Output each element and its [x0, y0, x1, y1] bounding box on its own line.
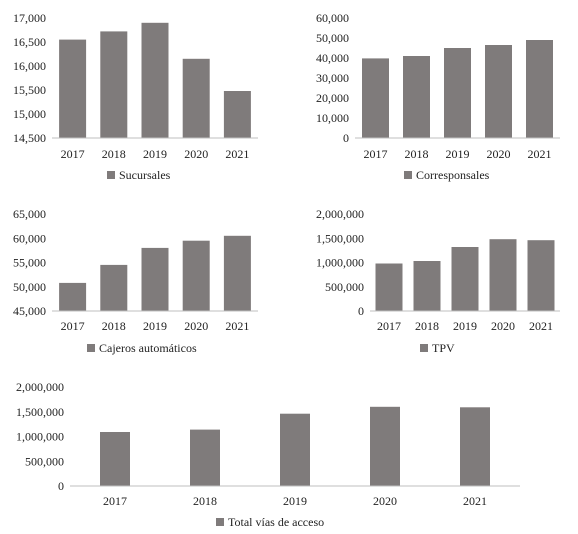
y-tick-label: 0: [343, 131, 349, 145]
bar: [141, 22, 169, 138]
y-tick-label: 1,500,000: [16, 405, 64, 419]
y-tick-label: 500,000: [25, 454, 64, 468]
legend-label: Corresponsales: [416, 168, 490, 182]
bar: [100, 31, 128, 138]
x-tick-label: 2021: [225, 147, 249, 161]
legend-label: TPV: [432, 341, 455, 355]
x-tick-label: 2021: [225, 319, 249, 333]
y-tick-label: 1,000,000: [316, 256, 364, 270]
y-tick-label: 1,500,000: [316, 231, 364, 245]
bar: [100, 432, 130, 486]
x-tick-label: 2019: [143, 147, 167, 161]
y-tick-label: 16,000: [13, 59, 46, 73]
y-tick-label: 0: [358, 304, 364, 318]
bar: [527, 240, 555, 311]
bar: [362, 58, 389, 138]
x-tick-label: 2017: [61, 147, 85, 161]
x-tick-label: 2017: [103, 494, 127, 508]
y-tick-label: 16,500: [13, 35, 46, 49]
legend-swatch: [87, 344, 95, 352]
bar: [100, 264, 128, 311]
chart-2: 0 10,000 20,000 30,000 40,000 50,000 60,000 201…: [316, 11, 560, 182]
x-tick-label: 2017: [364, 147, 388, 161]
legend-swatch: [216, 518, 224, 526]
y-tick-label: 50,000: [316, 31, 349, 45]
bar: [190, 429, 220, 486]
y-tick-label: 30,000: [316, 71, 349, 85]
y-tick-label: 40,000: [316, 51, 349, 65]
chart-1: 14,500 15,000 15,500 16,000 16,500 17,000 2017…: [13, 11, 258, 182]
y-tick-label: 60,000: [13, 231, 46, 245]
bar: [370, 406, 400, 486]
bar: [526, 40, 553, 138]
bar: [182, 240, 210, 311]
bar: [375, 263, 403, 311]
x-tick-label: 2017: [61, 319, 85, 333]
legend-swatch: [404, 171, 412, 179]
bar: [59, 282, 87, 311]
y-tick-label: 15,000: [13, 107, 46, 121]
legend: Cajeros automáticos: [87, 341, 197, 355]
bar: [223, 91, 251, 138]
y-tick-label: 2,000,000: [16, 380, 64, 394]
x-tick-label: 2021: [528, 147, 552, 161]
bar: [403, 56, 430, 138]
bar: [59, 39, 87, 138]
bar: [223, 235, 251, 311]
y-tick-label: 1,000,000: [16, 430, 64, 444]
chart-3: 45,000 50,000 55,000 60,000 65,000 2017 2018 20…: [13, 207, 258, 355]
chart-4: 0 500,000 1,000,000 1,500,000 2,000,000 2017 2…: [316, 207, 560, 355]
y-tick-label: 50,000: [13, 280, 46, 294]
x-tick-label: 2021: [463, 494, 487, 508]
y-tick-label: 45,000: [13, 304, 46, 318]
bar: [413, 261, 441, 311]
y-tick-label: 20,000: [316, 91, 349, 105]
legend: TPV: [420, 341, 455, 355]
x-tick-label: 2020: [184, 319, 208, 333]
x-tick-label: 2019: [143, 319, 167, 333]
legend-label: Total vías de acceso: [228, 515, 324, 529]
y-tick-label: 10,000: [316, 111, 349, 125]
y-tick-label: 500,000: [325, 280, 364, 294]
x-tick-label: 2017: [377, 319, 401, 333]
y-tick-label: 0: [58, 479, 64, 493]
bar: [444, 48, 471, 138]
x-tick-label: 2020: [491, 319, 515, 333]
legend: Corresponsales: [404, 168, 490, 182]
bar: [182, 58, 210, 138]
legend-label: Cajeros automáticos: [99, 341, 197, 355]
x-tick-label: 2021: [529, 319, 553, 333]
x-tick-label: 2018: [102, 319, 126, 333]
legend: Sucursales: [107, 168, 171, 182]
bar: [460, 407, 490, 486]
y-tick-label: 15,500: [13, 83, 46, 97]
bar: [280, 413, 310, 486]
legend-swatch: [107, 171, 115, 179]
legend-label: Sucursales: [119, 168, 171, 182]
x-tick-label: 2018: [193, 494, 217, 508]
bar: [451, 247, 479, 311]
y-tick-label: 17,000: [13, 11, 46, 25]
x-tick-label: 2019: [283, 494, 307, 508]
y-tick-label: 55,000: [13, 256, 46, 270]
x-tick-label: 2018: [102, 147, 126, 161]
y-tick-label: 60,000: [316, 11, 349, 25]
bar: [141, 247, 169, 311]
chart-5: 0 500,000 1,000,000 1,500,000 2,000,000 2017 2…: [16, 380, 520, 529]
x-tick-label: 2020: [487, 147, 511, 161]
bar: [485, 45, 512, 138]
x-tick-label: 2020: [184, 147, 208, 161]
x-tick-label: 2018: [405, 147, 429, 161]
legend: Total vías de acceso: [216, 515, 324, 529]
y-tick-label: 14,500: [13, 131, 46, 145]
y-tick-label: 65,000: [13, 207, 46, 221]
bar: [489, 239, 517, 311]
x-tick-label: 2018: [415, 319, 439, 333]
legend-swatch: [420, 344, 428, 352]
x-tick-label: 2020: [373, 494, 397, 508]
x-tick-label: 2019: [446, 147, 470, 161]
y-tick-label: 2,000,000: [316, 207, 364, 221]
x-tick-label: 2019: [453, 319, 477, 333]
